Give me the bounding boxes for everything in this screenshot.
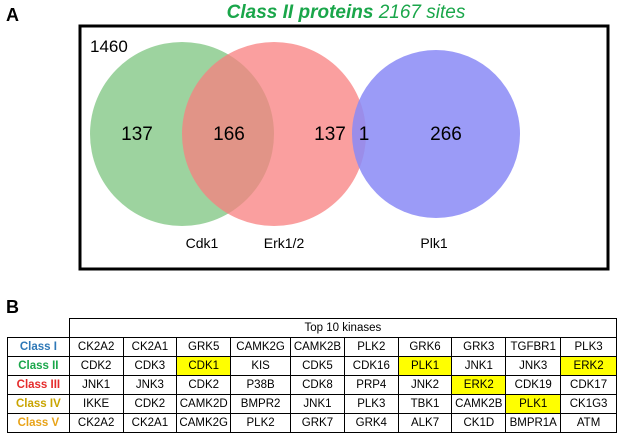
kinase-cell: CK2A1	[122, 337, 178, 357]
venn-title: Class II proteins 2167 sites	[227, 2, 466, 23]
kinase-cell: PLK1	[505, 394, 562, 414]
class-label: Class I	[7, 337, 70, 357]
panel-a-label: A	[6, 5, 19, 25]
venn-count-erk-only: 137	[314, 124, 346, 145]
kinase-cell: CDK1	[176, 356, 232, 376]
venn-title-bold: Class II proteins	[227, 2, 374, 23]
kinase-cell: GRK7	[290, 413, 345, 433]
panel-b-label: B	[6, 297, 19, 317]
kinase-cell: PLK1	[397, 356, 453, 376]
table-header-row: Top 10 kinases	[7, 318, 617, 338]
kinase-cell: BMPR1A	[505, 413, 562, 433]
venn-label-plk: Plk1	[420, 235, 447, 251]
venn-circle-plk	[352, 50, 520, 218]
kinase-cell: CDK2	[122, 394, 178, 414]
kinase-cell: TGFBR1	[505, 337, 562, 357]
kinase-cell: CK2A2	[68, 337, 124, 357]
venn-frame	[78, 24, 610, 271]
kinase-cell: ATM	[560, 413, 617, 433]
venn-count-erk-plk: 1	[359, 124, 370, 145]
kinase-cell: CDK19	[505, 375, 562, 395]
kinase-cell: PLK2	[343, 337, 399, 357]
kinase-cell: JNK1	[290, 394, 345, 414]
class-label: Class V	[7, 413, 70, 433]
kinase-cell: CDK5	[290, 356, 345, 376]
kinase-cell: CDK3	[122, 356, 178, 376]
kinase-cell: JNK2	[397, 375, 453, 395]
kinase-cell: JNK1	[451, 356, 507, 376]
table-header: Top 10 kinases	[68, 318, 617, 338]
venn-circle-erk	[182, 42, 366, 226]
kinase-cell: JNK3	[122, 375, 178, 395]
class-label: Class II	[7, 356, 70, 376]
kinase-cell: CDK16	[343, 356, 399, 376]
kinase-cell: GRK3	[451, 337, 507, 357]
kinase-cell: GRK4	[343, 413, 399, 433]
kinase-cell: CDK2	[68, 356, 124, 376]
kinase-cell: ERK2	[451, 375, 507, 395]
kinase-cell: CAMK2D	[176, 394, 232, 414]
kinase-cell: IKKE	[68, 394, 124, 414]
class-label: Class IV	[7, 394, 70, 414]
class-label: Class III	[7, 375, 70, 395]
kinase-cell: PLK3	[343, 394, 399, 414]
venn-diagram: Class II proteins 2167 sites 1460 137 16…	[78, 2, 610, 271]
table-row: Class III JNK1 JNK3 CDK2 P38B CDK8 PRP4 JNK2 ERK…	[7, 375, 617, 395]
kinase-cell: CAMK2G	[176, 413, 232, 433]
kinase-cell: CDK2	[176, 375, 232, 395]
kinase-cell: CK2A1	[122, 413, 178, 433]
kinase-cell: CAMK2B	[451, 394, 507, 414]
kinase-cell: P38B	[230, 375, 292, 395]
kinase-table: Top 10 kinases Class I CK2A2 CK2A1 GRK5 CAMK…	[7, 318, 617, 433]
kinase-cell: PLK2	[230, 413, 292, 433]
kinase-cell: CAMK2G	[230, 337, 292, 357]
kinase-cell: KIS	[230, 356, 292, 376]
table-row: Class II CDK2 CDK3 CDK1 KIS CDK5 CDK16 PLK1 JNK1…	[7, 356, 617, 376]
kinase-cell: CAMK2B	[290, 337, 345, 357]
table-corner	[7, 318, 70, 338]
kinase-cell: ERK2	[560, 356, 617, 376]
kinase-cell: PRP4	[343, 375, 399, 395]
kinase-cell: CDK17	[560, 375, 617, 395]
venn-label-cdk1: Cdk1	[186, 235, 219, 251]
venn-title-rest: 2167 sites	[373, 2, 465, 23]
venn-outside-count: 1460	[90, 37, 128, 56]
table-row: Class I CK2A2 CK2A1 GRK5 CAMK2G CAMK2B PLK2 GRK…	[7, 337, 617, 357]
venn-count-plk-only: 266	[430, 124, 462, 145]
venn-count-cdk1-erk: 166	[213, 124, 245, 145]
table-row: Class V CK2A2 CK2A1 CAMK2G PLK2 GRK7 GRK4 ALK7 C…	[7, 413, 617, 433]
kinase-cell: CK1D	[451, 413, 507, 433]
kinase-cell: TBK1	[397, 394, 453, 414]
kinase-cell: JNK3	[505, 356, 562, 376]
kinase-cell: CK2A2	[68, 413, 124, 433]
kinase-cell: JNK1	[68, 375, 124, 395]
kinase-cell: CDK8	[290, 375, 345, 395]
table-row: Class IV IKKE CDK2 CAMK2D BMPR2 JNK1 PLK3 TBK1 C…	[7, 394, 617, 414]
kinase-cell: GRK6	[397, 337, 453, 357]
venn-count-cdk1-only: 137	[121, 124, 153, 145]
kinase-cell: ALK7	[397, 413, 453, 433]
kinase-cell: CK1G3	[560, 394, 617, 414]
kinase-cell: PLK3	[560, 337, 617, 357]
kinase-cell: BMPR2	[230, 394, 292, 414]
kinase-cell: GRK5	[176, 337, 232, 357]
venn-label-erk: Erk1/2	[264, 235, 305, 251]
